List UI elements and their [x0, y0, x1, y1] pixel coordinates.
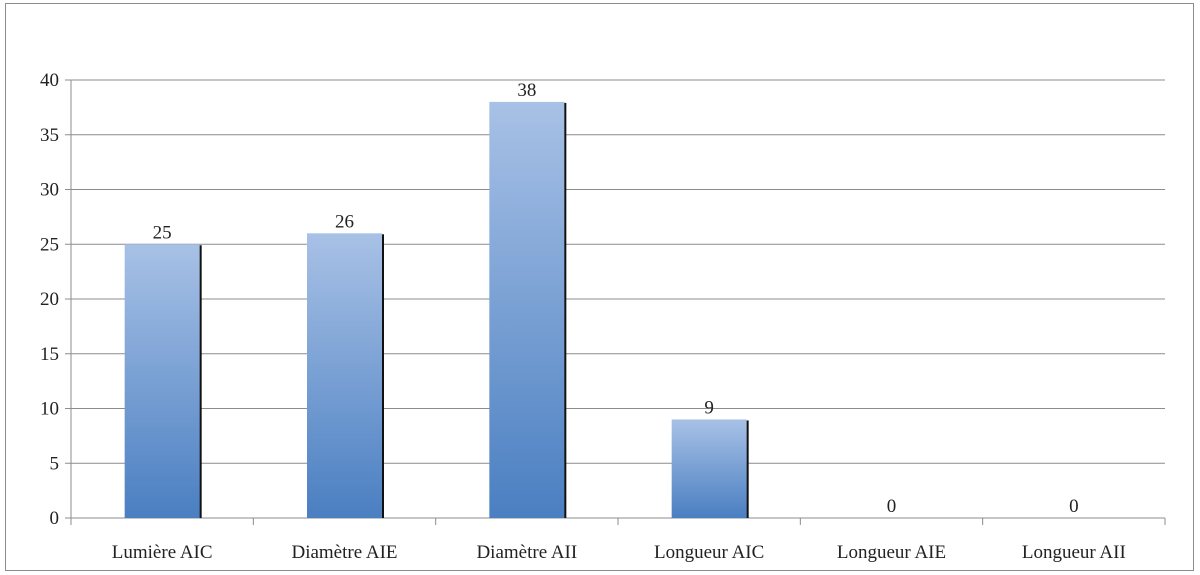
y-tick-label: 15 [40, 344, 59, 365]
chart-frame [5, 3, 1194, 571]
bar [489, 101, 565, 519]
bars [124, 101, 749, 519]
x-tick-label: Lumière AIC [112, 542, 213, 563]
bar [307, 233, 382, 519]
data-label: 38 [517, 80, 536, 101]
axes [65, 79, 1166, 525]
bar [124, 244, 200, 518]
x-tick-label: Diamètre AII [476, 542, 577, 563]
x-tick-label: Longueur AII [1022, 542, 1126, 563]
data-label: 25 [153, 222, 172, 243]
labels: 0 5 10 15 20 25 30 35 40 25 Lumière AIC 26 Diamètre … [40, 70, 1126, 563]
y-tick-label: 20 [40, 289, 59, 310]
x-tick-label: Longueur AIE [837, 542, 946, 563]
gridlines [71, 79, 1165, 464]
x-tick-label: Diamètre AIE [291, 542, 397, 563]
y-tick-label: 30 [40, 180, 59, 201]
y-tick-label: 25 [40, 234, 59, 255]
data-label: 26 [335, 211, 354, 232]
x-tick-label: Longueur AIC [654, 542, 764, 563]
y-tick-label: 35 [40, 125, 59, 146]
data-label: 0 [887, 496, 897, 517]
data-label: 9 [704, 397, 714, 418]
bar [671, 419, 747, 518]
data-label: 0 [1069, 496, 1079, 517]
y-tick-label: 40 [40, 70, 59, 91]
y-tick-label: 5 [50, 453, 60, 474]
y-tick-label: 0 [50, 508, 60, 529]
y-tick-label: 10 [40, 399, 59, 420]
